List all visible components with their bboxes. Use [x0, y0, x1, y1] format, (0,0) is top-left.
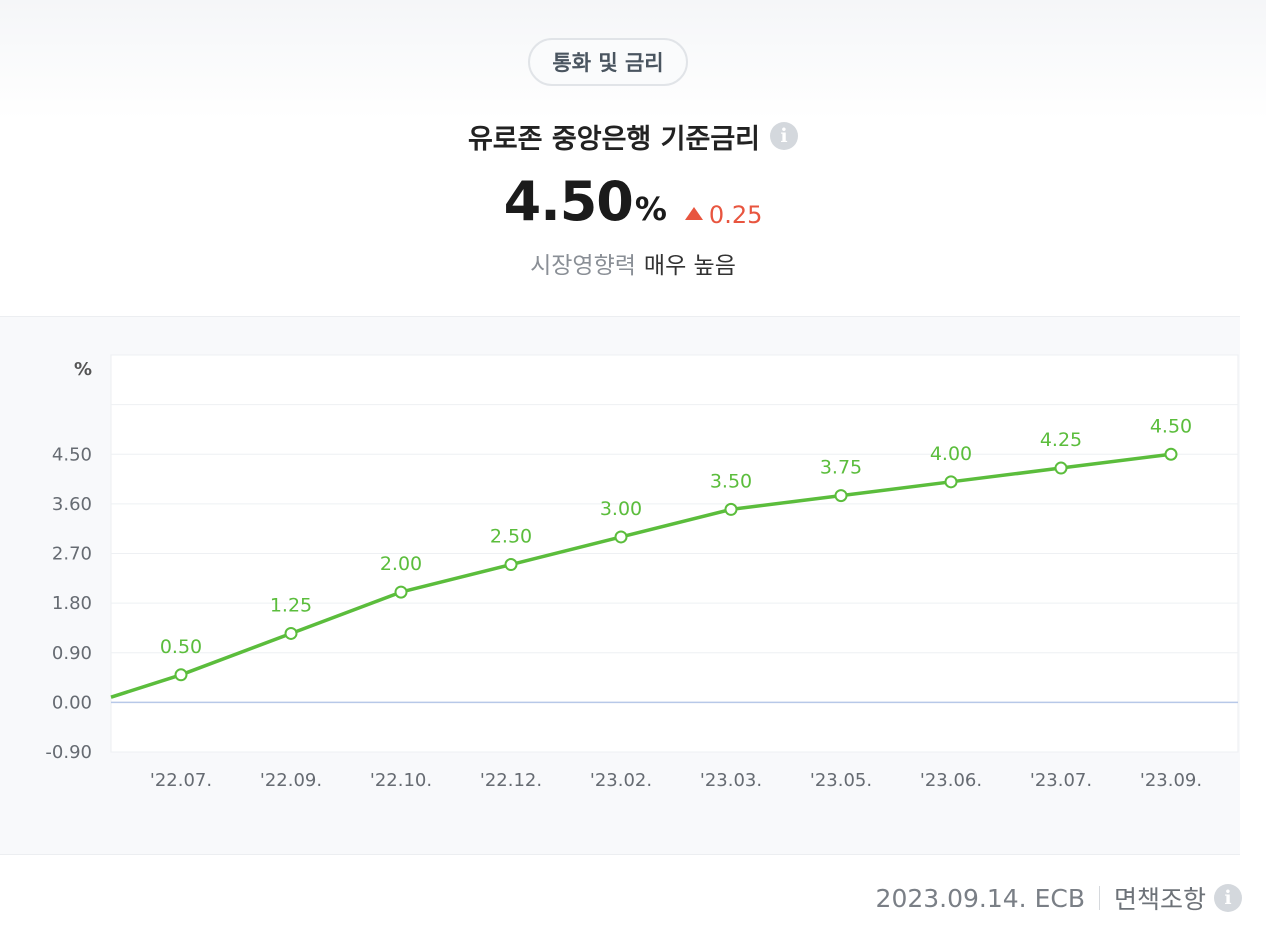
x-tick-label: '23.06.: [920, 770, 982, 791]
title-row: 유로존 중앙은행 기준금리 i: [0, 116, 1266, 156]
up-triangle-icon: [684, 207, 703, 220]
y-tick-label: 2.70: [52, 544, 92, 565]
data-label: 1.25: [270, 594, 312, 616]
market-impact: 시장영향력 매우 높음: [0, 246, 1266, 280]
value-unit: %: [634, 190, 667, 228]
y-unit-label: %: [74, 359, 92, 380]
data-label: 4.50: [1150, 415, 1192, 437]
data-point: [724, 502, 738, 516]
chart-panel: 4.50 3.60 2.70 1.80 0.90 0.00 -0.90% '22.07. '22…: [0, 316, 1240, 855]
info-icon: i: [1214, 884, 1242, 912]
data-label: 4.25: [1040, 429, 1082, 451]
x-tick-label: '23.02.: [590, 770, 652, 791]
x-tick-label: '22.07.: [150, 770, 212, 791]
change-value: 0.25: [708, 200, 763, 229]
change-indicator: 0.25: [684, 200, 763, 229]
x-tick-label: '23.03.: [700, 770, 762, 791]
footer: 2023.09.14. ECB 면책조항 i: [876, 878, 1242, 918]
data-point: [614, 530, 628, 544]
x-tick-label: '23.05.: [810, 770, 872, 791]
y-tick-label: 1.80: [52, 593, 92, 614]
category-badge[interactable]: 통화 및 금리: [528, 38, 688, 86]
data-point: [174, 668, 188, 682]
y-tick-label: 0.90: [52, 643, 92, 664]
data-label: 4.00: [930, 443, 972, 465]
impact-value: 매우 높음: [643, 253, 736, 279]
info-icon[interactable]: i: [770, 122, 799, 150]
data-point: [834, 489, 848, 503]
data-point: [504, 558, 518, 572]
x-tick-label: '22.09.: [260, 770, 322, 791]
x-tick-label: '22.10.: [370, 770, 432, 791]
disclaimer-link[interactable]: 면책조항 i: [1114, 880, 1242, 916]
y-tick-label: 0.00: [52, 692, 92, 713]
disclaimer-label: 면책조항: [1113, 885, 1206, 914]
data-point: [1054, 461, 1068, 475]
data-point: [284, 626, 298, 640]
y-tick-label: 3.60: [52, 494, 92, 515]
y-tick-label: 4.50: [52, 444, 92, 465]
impact-label: 시장영향력: [530, 253, 636, 279]
x-tick-label: '23.07.: [1030, 770, 1092, 791]
footer-divider: [1098, 886, 1100, 910]
value-row: 4.50 % 0.25: [0, 170, 1266, 244]
x-tick-label: '22.12.: [480, 770, 542, 791]
data-label: 3.50: [710, 470, 752, 492]
data-label: 3.75: [820, 457, 862, 479]
data-label: 2.50: [490, 526, 532, 548]
data-point: [394, 585, 408, 599]
rate-line-chart: 4.50 3.60 2.70 1.80 0.90 0.00 -0.90% '22.07. '22…: [45, 354, 1239, 791]
data-point: [944, 475, 958, 489]
header-panel: 통화 및 금리 유로존 중앙은행 기준금리 i 4.50 % 0.25 시장영향…: [0, 0, 1266, 316]
current-value: 4.50: [503, 170, 634, 233]
data-label: 3.00: [600, 498, 642, 520]
indicator-title: 유로존 중앙은행 기준금리: [467, 123, 761, 155]
y-tick-label: -0.90: [45, 742, 92, 763]
x-tick-label: '23.09.: [1140, 770, 1202, 791]
data-label: 0.50: [160, 636, 202, 658]
source-date: 2023.09.14. ECB: [875, 883, 1085, 913]
data-point: [1164, 447, 1178, 461]
data-label: 2.00: [380, 553, 422, 575]
